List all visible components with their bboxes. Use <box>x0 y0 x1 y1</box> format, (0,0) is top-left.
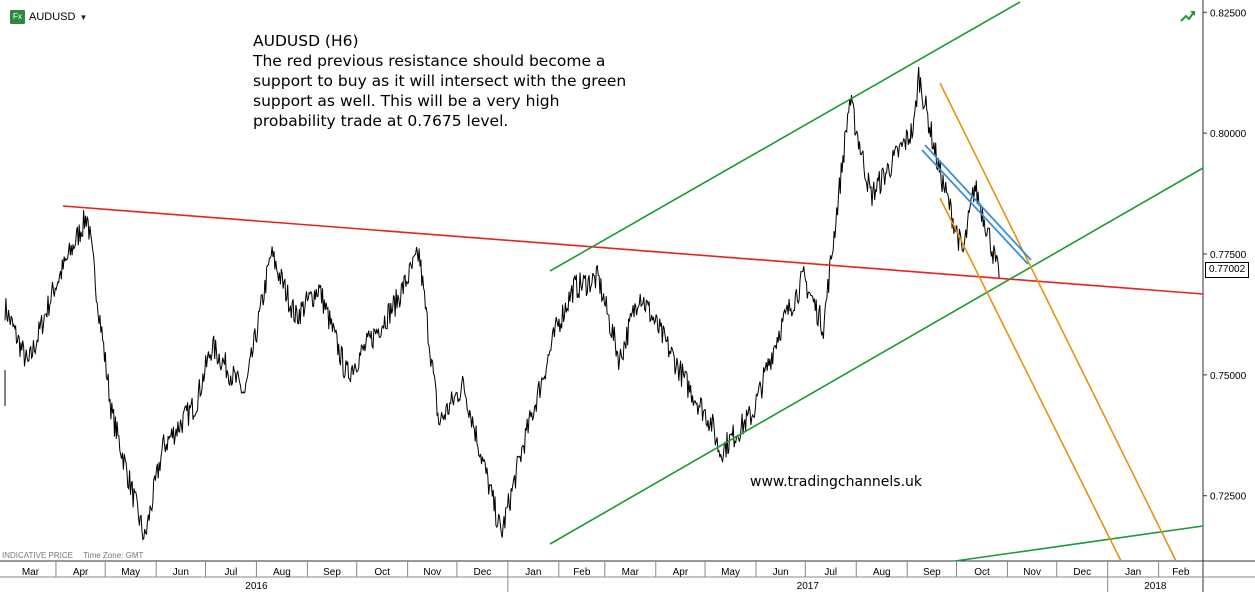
x-tick-label: Dec <box>1073 567 1091 578</box>
x-tick-label: Jan <box>1125 567 1141 578</box>
x-tick-label: May <box>721 567 740 578</box>
fx-icon: Fx <box>10 10 25 24</box>
annotation-line: support to buy as it will intersect with… <box>253 72 627 90</box>
orange-channel-upper-line <box>939 82 1177 562</box>
x-tick-label: Oct <box>974 567 990 578</box>
x-tick-label: Mar <box>622 567 640 578</box>
instrument-label: AUDUSD <box>29 11 76 23</box>
x-tick-label: Jul <box>824 567 837 578</box>
x-year-label: 2017 <box>797 581 820 592</box>
blue-trendline-lower <box>921 149 1029 265</box>
x-axis-labels: Mar Apr May Jun Jul Aug Sep Oct Nov Dec Jan Feb Mar A… <box>22 561 1190 592</box>
x-tick-label: May <box>121 567 140 578</box>
analysis-annotation: AUDUSD (H6) The red previous resistance … <box>253 31 673 131</box>
annotation-line: probability trade at 0.7675 level. <box>253 112 509 130</box>
annotation-line: The red previous resistance should becom… <box>253 52 606 70</box>
x-tick-label: Aug <box>873 567 891 578</box>
last-price-tag: 0.77002 <box>1205 262 1250 278</box>
y-tick-label: 0.82500 <box>1210 8 1247 19</box>
x-tick-label: Apr <box>673 567 689 578</box>
x-tick-label: Apr <box>73 567 89 578</box>
y-tick-label: 0.77500 <box>1210 250 1247 261</box>
annotation-title: AUDUSD (H6) <box>253 32 359 50</box>
trendlines <box>62 1 1204 562</box>
trend-up-icon[interactable] <box>1180 9 1196 23</box>
y-axis-labels: 0.82500 0.80000 0.77500 0.75000 0.72500 <box>1203 8 1247 503</box>
green-channel-lower-line <box>549 167 1204 545</box>
red-resistance-line <box>62 205 1204 295</box>
x-year-label: 2018 <box>1144 581 1167 592</box>
chevron-down-icon[interactable]: ▼ <box>79 12 88 22</box>
instrument-selector[interactable]: Fx AUDUSD ▼ <box>10 9 87 25</box>
price-series-line <box>4 66 1000 541</box>
x-tick-label: Sep <box>923 567 941 578</box>
x-tick-label: Nov <box>423 567 441 578</box>
green-long-support-line <box>954 525 1204 562</box>
x-tick-label: Feb <box>573 567 591 578</box>
x-tick-label: Jun <box>773 567 789 578</box>
time-zone-label: Time Zone: GMT <box>83 551 144 560</box>
y-tick-label: 0.80000 <box>1210 129 1247 140</box>
y-tick-label: 0.75000 <box>1210 371 1247 382</box>
x-tick-label: Jun <box>173 567 189 578</box>
x-year-label: 2016 <box>245 581 268 592</box>
orange-channel-lower-line <box>939 197 1122 562</box>
x-tick-label: Sep <box>323 567 341 578</box>
x-tick-label: Aug <box>273 567 291 578</box>
x-tick-label: Oct <box>374 567 390 578</box>
price-type-label: INDICATIVE PRICE <box>2 551 73 560</box>
x-tick-label: Feb <box>1172 567 1190 578</box>
annotation-line: support as well. This will be a very hig… <box>253 92 560 110</box>
y-tick-label: 0.72500 <box>1210 492 1247 503</box>
x-tick-label: Dec <box>473 567 491 578</box>
x-tick-label: Mar <box>22 567 40 578</box>
blue-trendline-upper <box>924 144 1032 261</box>
green-channel-upper-line <box>549 1 1021 272</box>
x-tick-label: Jul <box>225 567 238 578</box>
website-watermark: www.tradingchannels.uk <box>750 474 922 490</box>
x-tick-label: Nov <box>1023 567 1041 578</box>
chart-footnote: INDICATIVE PRICE Time Zone: GMT <box>2 551 143 560</box>
x-tick-label: Jan <box>525 567 541 578</box>
